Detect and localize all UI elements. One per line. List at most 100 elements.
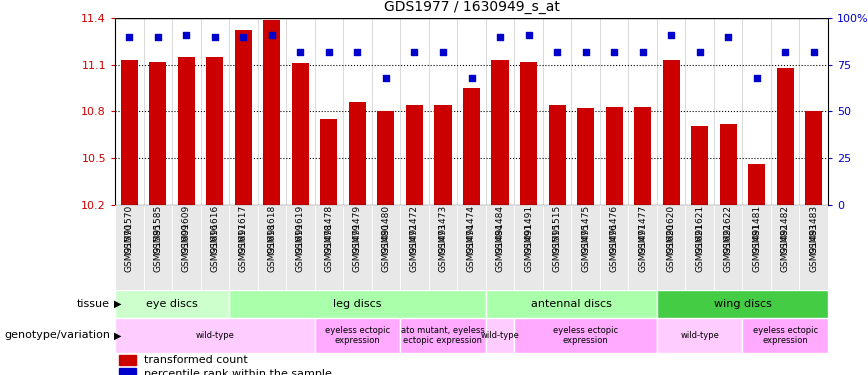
Bar [201,205,229,290]
Text: GSM91481: GSM91481 [753,205,761,254]
Bar [143,205,172,290]
Text: GSM91618: GSM91618 [267,223,276,272]
Point [236,34,250,40]
Point [180,32,194,38]
Bar [378,111,394,205]
Text: GSM91585: GSM91585 [154,223,162,272]
Text: GSM91480: GSM91480 [381,223,391,272]
Point [721,34,735,40]
Bar [119,355,136,365]
Bar [549,105,566,205]
Text: GSM91570: GSM91570 [125,205,134,254]
Bar [229,290,486,318]
Bar [606,107,622,205]
Text: wing discs: wing discs [713,299,772,309]
Bar [491,60,509,205]
Bar [457,205,486,290]
Text: GSM91481: GSM91481 [753,223,761,272]
Bar [320,119,338,205]
Text: GSM91620: GSM91620 [667,223,675,272]
Point [322,49,336,55]
Text: GSM91609: GSM91609 [181,205,191,254]
Text: GSM91515: GSM91515 [553,205,562,254]
Point [493,34,507,40]
Text: GSM91609: GSM91609 [181,223,191,272]
Point [607,49,621,55]
Text: wild-type: wild-type [681,331,719,340]
Text: GSM91619: GSM91619 [296,205,305,254]
Text: GSM91617: GSM91617 [239,223,248,272]
Text: GSM91585: GSM91585 [154,205,162,254]
Title: GDS1977 / 1630949_s_at: GDS1977 / 1630949_s_at [384,0,560,14]
Text: leg discs: leg discs [333,299,382,309]
Bar [634,107,651,205]
Point [379,75,393,81]
Bar [343,205,372,290]
Text: GSM91482: GSM91482 [780,205,790,254]
Bar [657,205,686,290]
Bar [662,60,680,205]
Text: GSM91620: GSM91620 [667,205,675,254]
Bar [207,57,223,205]
Text: antennal discs: antennal discs [531,299,612,309]
Bar [742,318,828,353]
Text: GSM91570: GSM91570 [125,223,134,272]
Text: GSM91619: GSM91619 [296,223,305,272]
Bar [429,205,457,290]
Bar [115,290,229,318]
Text: GSM91621: GSM91621 [695,223,704,272]
Bar [577,108,594,205]
Bar [286,205,314,290]
Text: GSM91476: GSM91476 [609,223,619,272]
Bar [600,205,628,290]
Point [664,32,678,38]
Bar [121,60,138,205]
Point [122,34,136,40]
Point [464,75,478,81]
Bar [713,205,742,290]
Bar [771,205,799,290]
Bar [486,318,514,353]
Text: GSM91482: GSM91482 [780,223,790,272]
Bar [686,205,713,290]
Bar [263,20,280,205]
Text: transformed count: transformed count [143,355,247,365]
Text: GSM91473: GSM91473 [438,223,448,272]
Text: GSM91616: GSM91616 [210,223,220,272]
Text: eye discs: eye discs [146,299,198,309]
Text: GSM91474: GSM91474 [467,223,476,272]
Bar [542,205,571,290]
Text: GSM91621: GSM91621 [695,205,704,254]
Bar [486,205,514,290]
Text: ▶: ▶ [115,330,122,340]
Bar [799,205,828,290]
Text: percentile rank within the sample: percentile rank within the sample [143,369,332,375]
Point [635,49,649,55]
Bar [514,205,542,290]
Bar [657,290,828,318]
Text: GSM91473: GSM91473 [438,205,448,254]
Bar [806,111,822,205]
Point [351,49,365,55]
Text: GSM91484: GSM91484 [496,223,504,272]
Bar [149,62,167,205]
Bar [178,57,194,205]
Text: GSM91475: GSM91475 [581,223,590,272]
Text: GSM91479: GSM91479 [353,223,362,272]
Text: GSM91472: GSM91472 [410,223,419,272]
Text: GSM91616: GSM91616 [210,205,220,254]
Text: eyeless ectopic
expression: eyeless ectopic expression [553,326,618,345]
Point [779,49,792,55]
Bar [463,88,480,205]
Bar [691,126,708,205]
Bar [172,205,201,290]
Text: ato mutant, eyeless
ectopic expression: ato mutant, eyeless ectopic expression [401,326,485,345]
Text: GSM91480: GSM91480 [381,205,391,254]
Text: GSM91478: GSM91478 [325,205,333,254]
Text: genotype/variation: genotype/variation [4,330,110,340]
Bar [115,318,314,353]
Bar [571,205,600,290]
Bar [349,102,366,205]
Point [579,49,593,55]
Point [750,75,764,81]
